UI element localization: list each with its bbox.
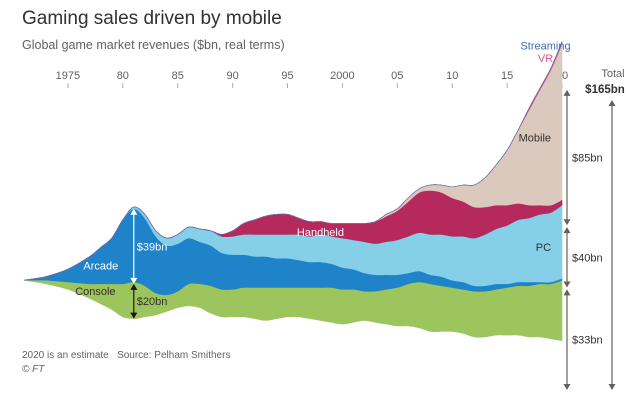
- guide-arrow-up-mobile-2020: [563, 89, 571, 96]
- series-label-arcade: Arcade: [83, 261, 118, 273]
- guide-total-2020: [608, 100, 616, 390]
- x-axis-ticks: 197580859095200005101520: [56, 70, 568, 88]
- guide-arrow-down-mobile-2020: [563, 219, 571, 226]
- source: Source: Pelham Smithers: [117, 350, 231, 361]
- guide-console-1981-value: $20bn: [130, 283, 168, 319]
- guide-arrow-up-total-2020: [608, 100, 616, 106]
- guide-arrow-up-pc-2020: [563, 227, 571, 234]
- total-header: Total: [601, 68, 624, 80]
- guide-pc-2020: $40bn: [563, 227, 603, 288]
- guide-label-console-1981-value: $20bn: [137, 296, 168, 308]
- series-label-vr: VR: [538, 53, 553, 65]
- guide-arcade-1981-value: $39bn: [130, 208, 168, 284]
- guide-arrow-down-pc-2020: [563, 281, 571, 288]
- guide-label-console-2020: $33bn: [572, 335, 603, 347]
- chart-subtitle: Global game market revenues ($bn, real t…: [22, 38, 285, 52]
- guide-mobile-2020: $85bn: [563, 89, 603, 226]
- guide-label-pc-2020: $40bn: [572, 252, 603, 264]
- x-tick-label-90: 90: [226, 70, 238, 82]
- series-label-streaming: Streaming: [520, 40, 570, 52]
- x-tick-label-05: 05: [391, 70, 403, 82]
- x-tick-label-1975: 1975: [56, 70, 80, 82]
- x-tick-label-2000: 2000: [330, 70, 354, 82]
- guide-arrow-down-console-1981-value: [130, 312, 138, 319]
- guide-arrow-down-total-2020: [608, 384, 616, 390]
- series-label-pc: PC: [536, 242, 551, 254]
- guide-arrow-up-arcade-1981-value: [130, 208, 138, 215]
- total-value: $165bn: [585, 84, 625, 96]
- guide-arrow-up-console-2020: [563, 289, 571, 296]
- series-label-handheld: Handheld: [297, 227, 344, 239]
- guide-arrow-down-arcade-1981-value: [130, 277, 138, 284]
- footnote: 2020 is an estimate: [22, 350, 109, 361]
- guide-arrow-up-console-1981-value: [130, 283, 138, 290]
- credit: © FT: [22, 364, 45, 375]
- value-guides: $39bn $20bn $85bn $40bn $33bn: [130, 89, 616, 390]
- x-tick-label-10: 10: [446, 70, 458, 82]
- x-tick-label-95: 95: [281, 70, 293, 82]
- guide-label-arcade-1981-value: $39bn: [137, 241, 168, 253]
- layer-streaming: [23, 41, 563, 281]
- stream-layers: [23, 41, 563, 341]
- chart-title: Gaming sales driven by mobile: [22, 8, 282, 29]
- guide-arrow-down-console-2020: [563, 384, 571, 390]
- series-label-mobile: Mobile: [519, 132, 551, 144]
- series-label-console: Console: [75, 286, 115, 298]
- x-tick-label-85: 85: [172, 70, 184, 82]
- guide-console-2020: $33bn: [563, 289, 603, 390]
- footnote-line: 2020 is an estimate Source: Pelham Smith…: [22, 350, 230, 361]
- guide-label-mobile-2020: $85bn: [572, 153, 603, 165]
- x-tick-label-80: 80: [117, 70, 129, 82]
- x-tick-label-15: 15: [501, 70, 513, 82]
